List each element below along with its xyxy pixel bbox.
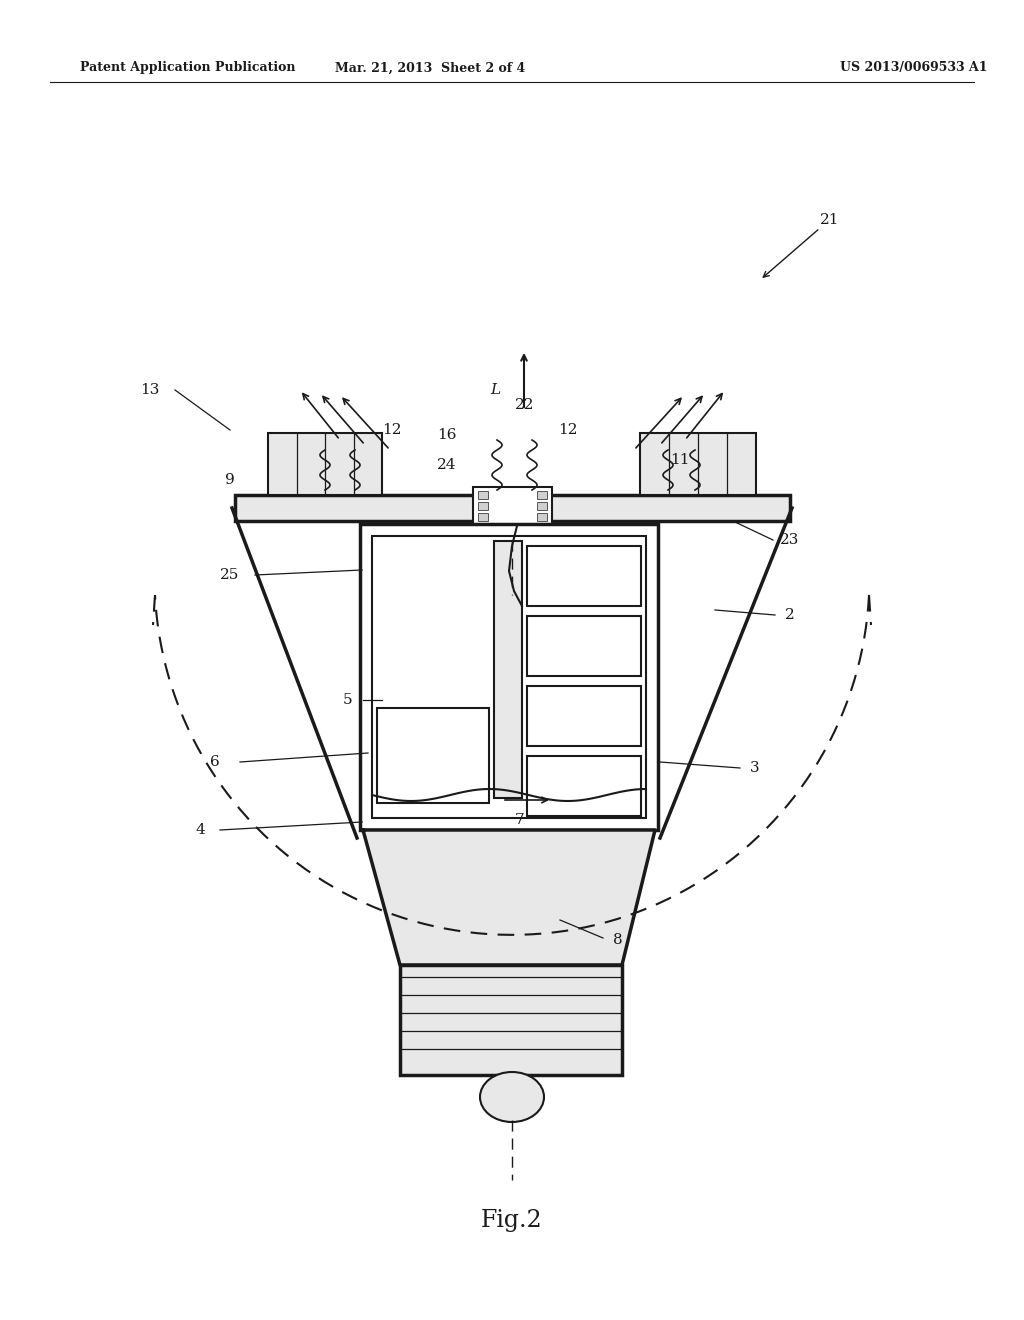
- Text: 22: 22: [515, 399, 535, 412]
- Bar: [537, 502, 547, 510]
- Ellipse shape: [480, 1072, 544, 1122]
- Bar: [478, 502, 488, 510]
- Bar: [537, 513, 547, 521]
- Text: 12: 12: [382, 422, 401, 437]
- Text: 6: 6: [210, 755, 220, 770]
- Bar: [478, 491, 488, 499]
- Bar: [527, 616, 641, 676]
- Text: 13: 13: [140, 383, 160, 397]
- Text: 8: 8: [613, 933, 623, 946]
- Text: 23: 23: [780, 533, 800, 546]
- Text: 4: 4: [196, 822, 205, 837]
- Text: L: L: [489, 383, 500, 397]
- Text: 2: 2: [785, 609, 795, 622]
- Bar: [527, 756, 641, 816]
- Text: 16: 16: [437, 428, 457, 442]
- Text: Patent Application Publication: Patent Application Publication: [80, 62, 296, 74]
- Bar: [640, 433, 756, 495]
- Text: 3: 3: [751, 762, 760, 775]
- Text: Fig.2: Fig.2: [481, 1209, 543, 1232]
- Bar: [234, 495, 790, 521]
- Bar: [527, 546, 641, 606]
- Bar: [494, 541, 522, 799]
- Bar: [268, 433, 382, 495]
- Text: 5: 5: [343, 693, 353, 708]
- Bar: [360, 524, 658, 830]
- Text: Mar. 21, 2013  Sheet 2 of 4: Mar. 21, 2013 Sheet 2 of 4: [335, 62, 525, 74]
- Bar: [473, 487, 552, 525]
- Bar: [372, 536, 646, 818]
- Text: 25: 25: [220, 568, 240, 582]
- Bar: [478, 513, 488, 521]
- Bar: [527, 686, 641, 746]
- Bar: [400, 965, 622, 1074]
- Text: 21: 21: [820, 213, 840, 227]
- Text: 12: 12: [558, 422, 578, 437]
- Text: 9: 9: [225, 473, 234, 487]
- Text: 7: 7: [515, 813, 525, 828]
- Text: 11: 11: [671, 453, 690, 467]
- Text: 24: 24: [437, 458, 457, 473]
- Bar: [537, 491, 547, 499]
- Bar: [377, 708, 489, 803]
- Text: US 2013/0069533 A1: US 2013/0069533 A1: [840, 62, 987, 74]
- Polygon shape: [362, 830, 655, 965]
